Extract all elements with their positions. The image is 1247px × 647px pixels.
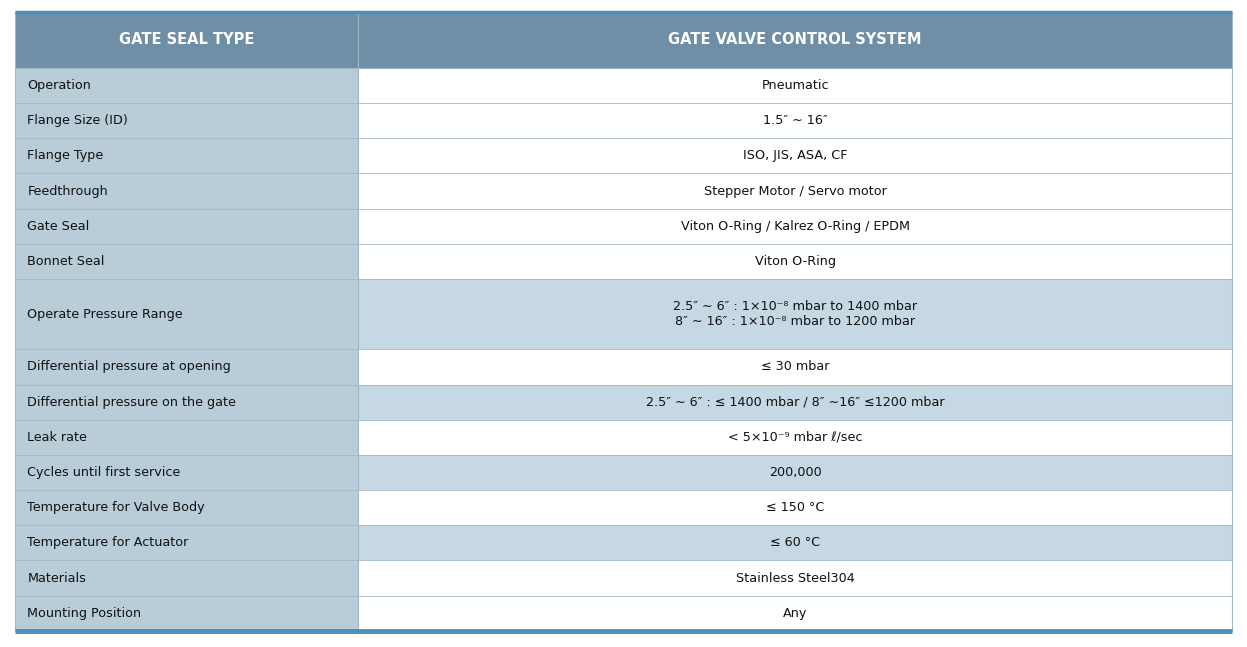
- Text: ≤ 150 °C: ≤ 150 °C: [766, 501, 824, 514]
- Text: Pneumatic: Pneumatic: [762, 79, 829, 92]
- Bar: [15, 244, 358, 279]
- Text: 1.5″ ∼ 16″: 1.5″ ∼ 16″: [763, 115, 828, 127]
- Bar: [15, 420, 358, 455]
- Text: Materials: Materials: [27, 571, 86, 584]
- Text: Any: Any: [783, 607, 807, 620]
- Bar: [15, 208, 358, 244]
- Text: Operate Pressure Range: Operate Pressure Range: [27, 308, 183, 321]
- Bar: [358, 525, 1232, 560]
- Bar: [358, 138, 1232, 173]
- Bar: [358, 420, 1232, 455]
- Bar: [358, 244, 1232, 279]
- Bar: [358, 12, 1232, 68]
- Bar: [358, 208, 1232, 244]
- Text: 200,000: 200,000: [768, 466, 822, 479]
- Text: Leak rate: Leak rate: [27, 431, 87, 444]
- Bar: [358, 596, 1232, 631]
- Text: GATE SEAL TYPE: GATE SEAL TYPE: [118, 32, 254, 47]
- Text: Cycles until first service: Cycles until first service: [27, 466, 181, 479]
- Text: Gate Seal: Gate Seal: [27, 220, 90, 233]
- Text: Temperature for Actuator: Temperature for Actuator: [27, 536, 188, 549]
- Bar: [15, 138, 358, 173]
- Bar: [358, 455, 1232, 490]
- Text: Differential pressure at opening: Differential pressure at opening: [27, 360, 231, 373]
- Bar: [15, 12, 358, 68]
- Text: Viton O-Ring / Kalrez O-Ring / EPDM: Viton O-Ring / Kalrez O-Ring / EPDM: [681, 220, 909, 233]
- Text: Flange Type: Flange Type: [27, 149, 104, 162]
- Text: Operation: Operation: [27, 79, 91, 92]
- Text: Stainless Steel304: Stainless Steel304: [736, 571, 854, 584]
- Text: ISO, JIS, ASA, CF: ISO, JIS, ASA, CF: [743, 149, 848, 162]
- Bar: [358, 279, 1232, 349]
- Text: Bonnet Seal: Bonnet Seal: [27, 255, 105, 268]
- Text: GATE VALVE CONTROL SYSTEM: GATE VALVE CONTROL SYSTEM: [668, 32, 922, 47]
- Text: 2.5″ ∼ 6″ : ≤ 1400 mbar / 8″ ∼16″ ≤1200 mbar: 2.5″ ∼ 6″ : ≤ 1400 mbar / 8″ ∼16″ ≤1200 …: [646, 396, 944, 409]
- Bar: [358, 68, 1232, 103]
- Text: Feedthrough: Feedthrough: [27, 184, 108, 197]
- Bar: [358, 349, 1232, 384]
- Text: ≤ 60 °C: ≤ 60 °C: [771, 536, 821, 549]
- Bar: [15, 384, 358, 420]
- Text: Mounting Position: Mounting Position: [27, 607, 142, 620]
- Bar: [358, 384, 1232, 420]
- Text: Stepper Motor / Servo motor: Stepper Motor / Servo motor: [703, 184, 887, 197]
- Bar: [358, 173, 1232, 208]
- Text: ≤ 30 mbar: ≤ 30 mbar: [761, 360, 829, 373]
- Bar: [15, 349, 358, 384]
- Text: Viton O-Ring: Viton O-Ring: [754, 255, 835, 268]
- Bar: [15, 103, 358, 138]
- Text: 2.5″ ∼ 6″ : 1×10⁻⁸ mbar to 1400 mbar
8″ ∼ 16″ : 1×10⁻⁸ mbar to 1200 mbar: 2.5″ ∼ 6″ : 1×10⁻⁸ mbar to 1400 mbar 8″ …: [673, 300, 918, 328]
- Text: Temperature for Valve Body: Temperature for Valve Body: [27, 501, 205, 514]
- Bar: [15, 455, 358, 490]
- Text: Flange Size (ID): Flange Size (ID): [27, 115, 128, 127]
- Bar: [15, 279, 358, 349]
- Bar: [358, 103, 1232, 138]
- Bar: [358, 490, 1232, 525]
- Bar: [15, 68, 358, 103]
- Text: Differential pressure on the gate: Differential pressure on the gate: [27, 396, 237, 409]
- Text: < 5×10⁻⁹ mbar ℓ/sec: < 5×10⁻⁹ mbar ℓ/sec: [728, 431, 862, 444]
- Bar: [15, 490, 358, 525]
- Bar: [15, 560, 358, 596]
- Bar: [15, 173, 358, 208]
- Bar: [358, 560, 1232, 596]
- Bar: [15, 596, 358, 631]
- Bar: [15, 525, 358, 560]
